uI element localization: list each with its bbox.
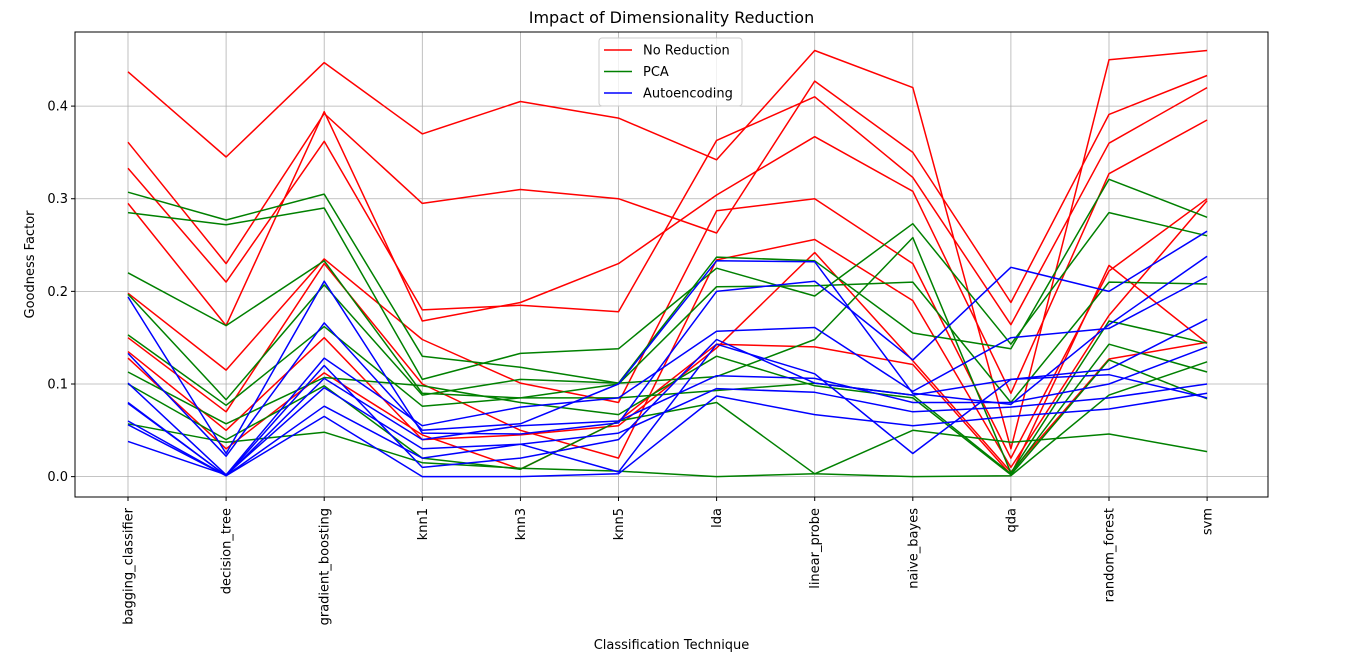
plot-frame	[74, 31, 1269, 498]
y-axis-label: Goodness Factor	[23, 210, 38, 319]
series-line-autoencoding	[127, 392, 1208, 478]
x-tick-label: lda	[710, 508, 725, 528]
series-line-no-reduction	[127, 197, 1208, 459]
series-line-no-reduction	[127, 200, 1208, 469]
x-tick-label: linear_probe	[808, 508, 823, 589]
y-tick-label: 0.4	[47, 100, 68, 115]
y-tick-label: 0.3	[47, 192, 68, 207]
x-tick-label: knn1	[416, 508, 431, 540]
x-tick-label: bagging_classifier	[122, 507, 137, 624]
series-line-pca	[127, 178, 1208, 384]
series-line-autoencoding	[127, 255, 1208, 457]
series-line-autoencoding	[127, 383, 1208, 477]
series-line-autoencoding	[127, 346, 1208, 477]
series-line-pca	[127, 260, 1208, 404]
series-line-pca	[127, 355, 1208, 476]
series-line-no-reduction	[127, 86, 1208, 326]
x-tick-label: naive_bayes	[906, 508, 921, 589]
series-line-pca	[127, 236, 1208, 474]
series-line-pca	[127, 361, 1208, 478]
series-line-autoencoding	[127, 275, 1208, 476]
series-line-autoencoding	[127, 230, 1208, 455]
series-line-pca	[127, 325, 1208, 475]
series-line-autoencoding	[127, 318, 1208, 477]
legend-label: Autoencoding	[643, 87, 733, 102]
x-tick-label: qda	[1004, 508, 1019, 532]
y-tick-label: 0.0	[47, 470, 68, 485]
x-tick-label: knn3	[514, 508, 529, 540]
legend-label: PCA	[643, 65, 669, 80]
series-line-autoencoding	[127, 343, 1208, 476]
chart-title: Impact of Dimensionality Reduction	[529, 8, 814, 27]
series-line-no-reduction	[127, 110, 1208, 395]
y-tick-label: 0.1	[47, 377, 68, 392]
y-tick-label: 0.2	[47, 285, 68, 300]
series-line-no-reduction	[127, 49, 1208, 450]
x-tick-label: random_forest	[1103, 508, 1118, 602]
series-line-pca	[127, 207, 1208, 381]
x-tick-label: knn5	[612, 508, 627, 540]
legend-box	[598, 37, 743, 107]
x-tick-label: gradient_boosting	[318, 508, 333, 625]
x-axis-label: Classification Technique	[594, 638, 750, 653]
x-tick-label: svm	[1201, 508, 1216, 535]
legend: No Reduction PCA Autoencoding	[598, 37, 743, 107]
axis-ticks: bagging_classifier decision_tree gradient_…	[47, 100, 1215, 626]
legend-label: No Reduction	[643, 44, 730, 59]
series-lines	[127, 49, 1208, 478]
x-tick-label: decision_tree	[220, 508, 235, 594]
